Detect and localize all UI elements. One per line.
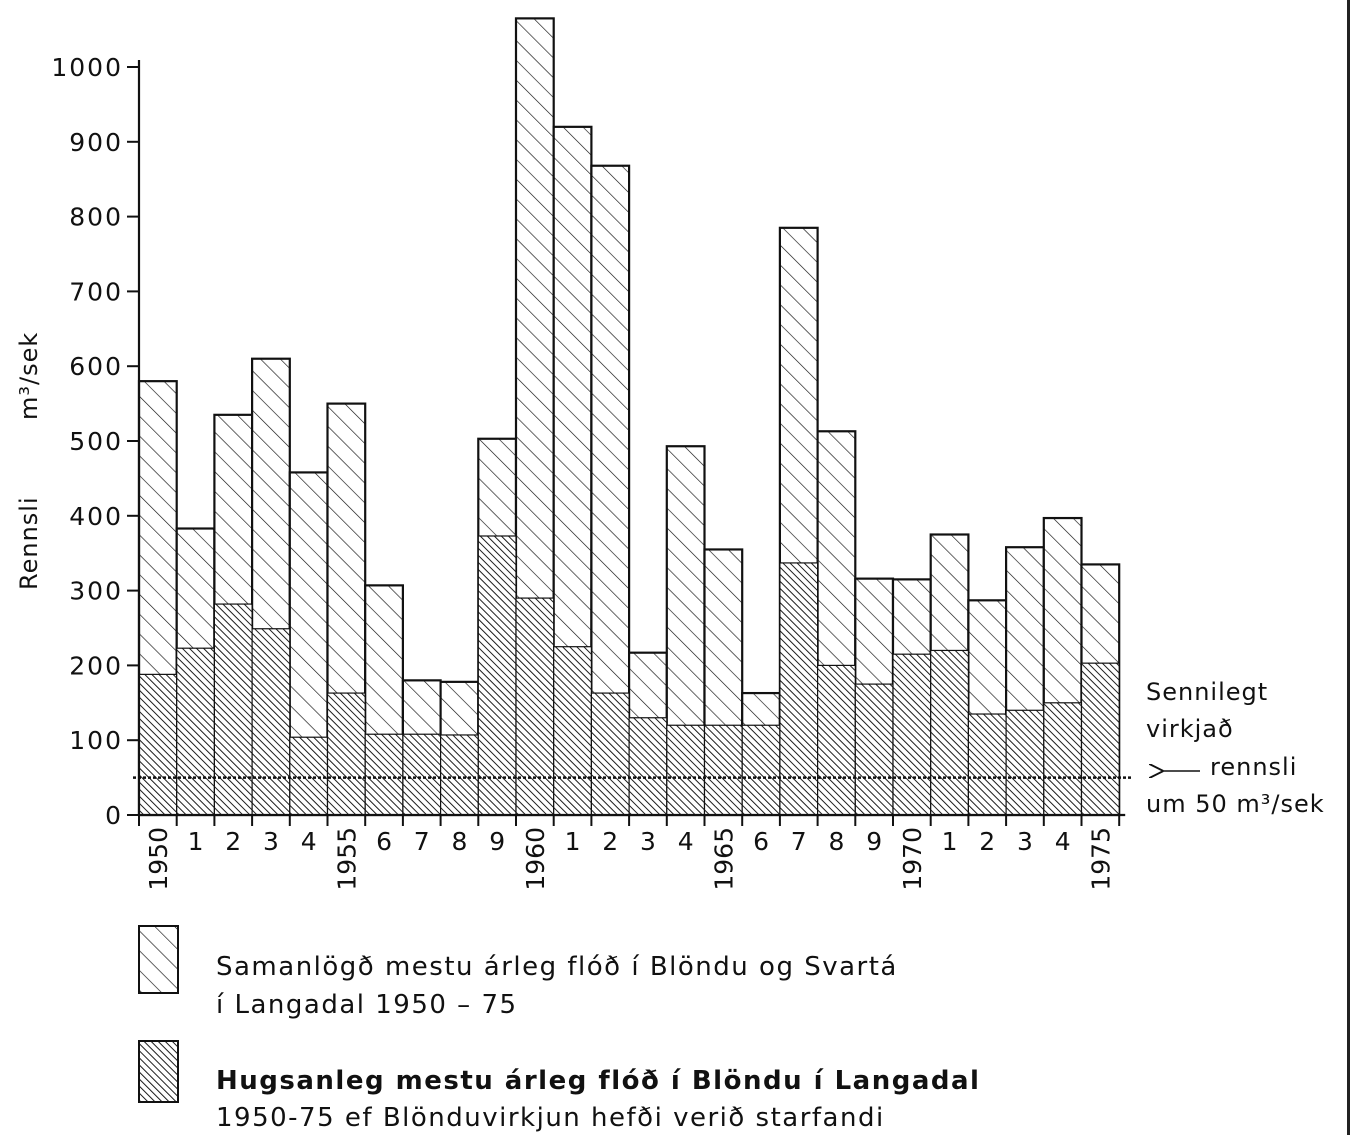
x-tick-label-1970: 1970 (898, 827, 927, 891)
bar-hypothetical-1966 (741, 724, 781, 816)
bar-hypothetical-1956 (364, 733, 404, 816)
reference-note-line-1: Sennilegt (1146, 678, 1268, 706)
bar-hypothetical-1958 (440, 734, 479, 816)
legend-swatch-hypothetical-floods (138, 1040, 179, 1103)
x-tick-label-1960: 1960 (521, 827, 550, 891)
reference-note-line-2: virkjað (1146, 715, 1234, 743)
bar-hypothetical-1974 (1043, 702, 1083, 816)
bar-hypothetical-1959 (477, 535, 517, 816)
y-tick-label-700: 700 (69, 277, 123, 306)
x-tick-label-1959: 9 (489, 827, 505, 856)
x-tick-label-1964: 4 (678, 827, 694, 856)
reference-note-line-4: um 50 m³/sek (1146, 790, 1325, 818)
y-tick-label-300: 300 (69, 577, 123, 606)
x-tick-label-1953: 3 (263, 827, 279, 856)
x-tick-label-1971: 1 (942, 827, 958, 856)
x-tick-label-1957: 7 (414, 827, 430, 856)
bar-hypothetical-1963 (628, 717, 668, 816)
x-tick-label-1954: 4 (301, 827, 317, 856)
y-tick-label-600: 600 (69, 352, 123, 381)
x-tick-label-1974: 4 (1055, 827, 1071, 856)
y-tick-label-200: 200 (69, 651, 123, 680)
bar-hypothetical-1954 (289, 736, 329, 816)
x-tick-label-1965: 1965 (709, 827, 738, 891)
y-tick-label-100: 100 (69, 726, 123, 755)
y-axis-unit: m³/sek (15, 332, 43, 420)
y-axis-title: Rennsli (15, 496, 43, 590)
x-tick-label-1963: 3 (640, 827, 656, 856)
bar-hypothetical-1972 (967, 713, 1007, 816)
x-tick-label-1956: 6 (376, 827, 392, 856)
x-tick-label-1962: 2 (602, 827, 618, 856)
page-right-border (1347, 0, 1350, 1135)
x-tick-label-1955: 1955 (332, 827, 361, 891)
x-tick-label-1961: 1 (565, 827, 581, 856)
bar-hypothetical-1975 (1080, 662, 1120, 816)
x-axis-ticks: 1950 1 2 3 4 1955 6 7 8 9 1960 1 2 3 4 1965 6 7 8 9 1970 1 2 3 4… (138, 815, 1121, 891)
x-tick-label-1952: 2 (225, 827, 241, 856)
x-tick-label-1968: 8 (828, 827, 844, 856)
x-tick-label-1966: 6 (753, 827, 769, 856)
x-tick-label-1972: 2 (979, 827, 995, 856)
y-tick-label-800: 800 (69, 203, 123, 232)
y-tick-label-400: 400 (69, 502, 123, 531)
x-tick-label-1958: 8 (451, 827, 467, 856)
legend: Samanlögð mestu árleg flóð í Blöndu og S… (138, 925, 980, 1133)
bar-hypothetical-1953 (251, 628, 291, 816)
y-tick-label-0: 0 (105, 801, 123, 830)
bar-hypothetical-1957 (402, 733, 442, 816)
x-tick-label-1950: 1950 (144, 827, 173, 891)
x-tick-label-1973: 3 (1017, 827, 1033, 856)
x-tick-label-1967: 7 (791, 827, 807, 856)
bar-hypothetical-1951 (176, 647, 215, 816)
legend-label-combined-1: Samanlögð mestu árleg flóð í Blöndu og S… (216, 952, 898, 982)
x-tick-label-1975: 1975 (1086, 827, 1115, 891)
legend-label-hypothetical-1: Hugsanleg mestu árleg flóð í Blöndu í La… (216, 1066, 980, 1096)
y-tick-label-1000: 1000 (51, 53, 123, 82)
bar-hypothetical-1955 (326, 692, 366, 816)
bar-hypothetical-1964 (666, 724, 706, 816)
legend-swatch-combined-floods (138, 925, 179, 994)
bar-hypothetical-1961 (553, 646, 593, 816)
bar-hypothetical-1962 (590, 692, 630, 816)
bar-hypothetical-1965 (703, 724, 743, 816)
legend-label-hypothetical-2: 1950-75 ef Blönduvirkjun hefði verið sta… (216, 1103, 885, 1133)
x-tick-label-1969: 9 (866, 827, 882, 856)
bar-hypothetical-1973 (1005, 709, 1045, 816)
y-tick-label-500: 500 (69, 427, 123, 456)
bar-hypothetical-1970 (892, 653, 932, 816)
y-axis-ticks: 0 100 200 300 400 500 600 700 800 900 1000 (51, 53, 139, 830)
reference-note-line-3: rennsli (1210, 753, 1297, 781)
bar-hypothetical-1952 (213, 603, 253, 816)
axes (137, 60, 1126, 817)
bar-hypothetical-1960 (515, 597, 555, 816)
bar-hypothetical-1971 (930, 649, 970, 816)
y-tick-label-900: 900 (69, 128, 123, 157)
bar-hypothetical-1969 (854, 683, 894, 816)
reference-note: Sennilegt virkjað rennsli um 50 m³/sek (1146, 678, 1325, 818)
bar-hypothetical-1968 (816, 664, 856, 816)
legend-label-combined-2: í Langadal 1950 – 75 (216, 990, 518, 1020)
x-tick-label-1951: 1 (188, 827, 204, 856)
bar-hypothetical-1950 (138, 673, 178, 816)
